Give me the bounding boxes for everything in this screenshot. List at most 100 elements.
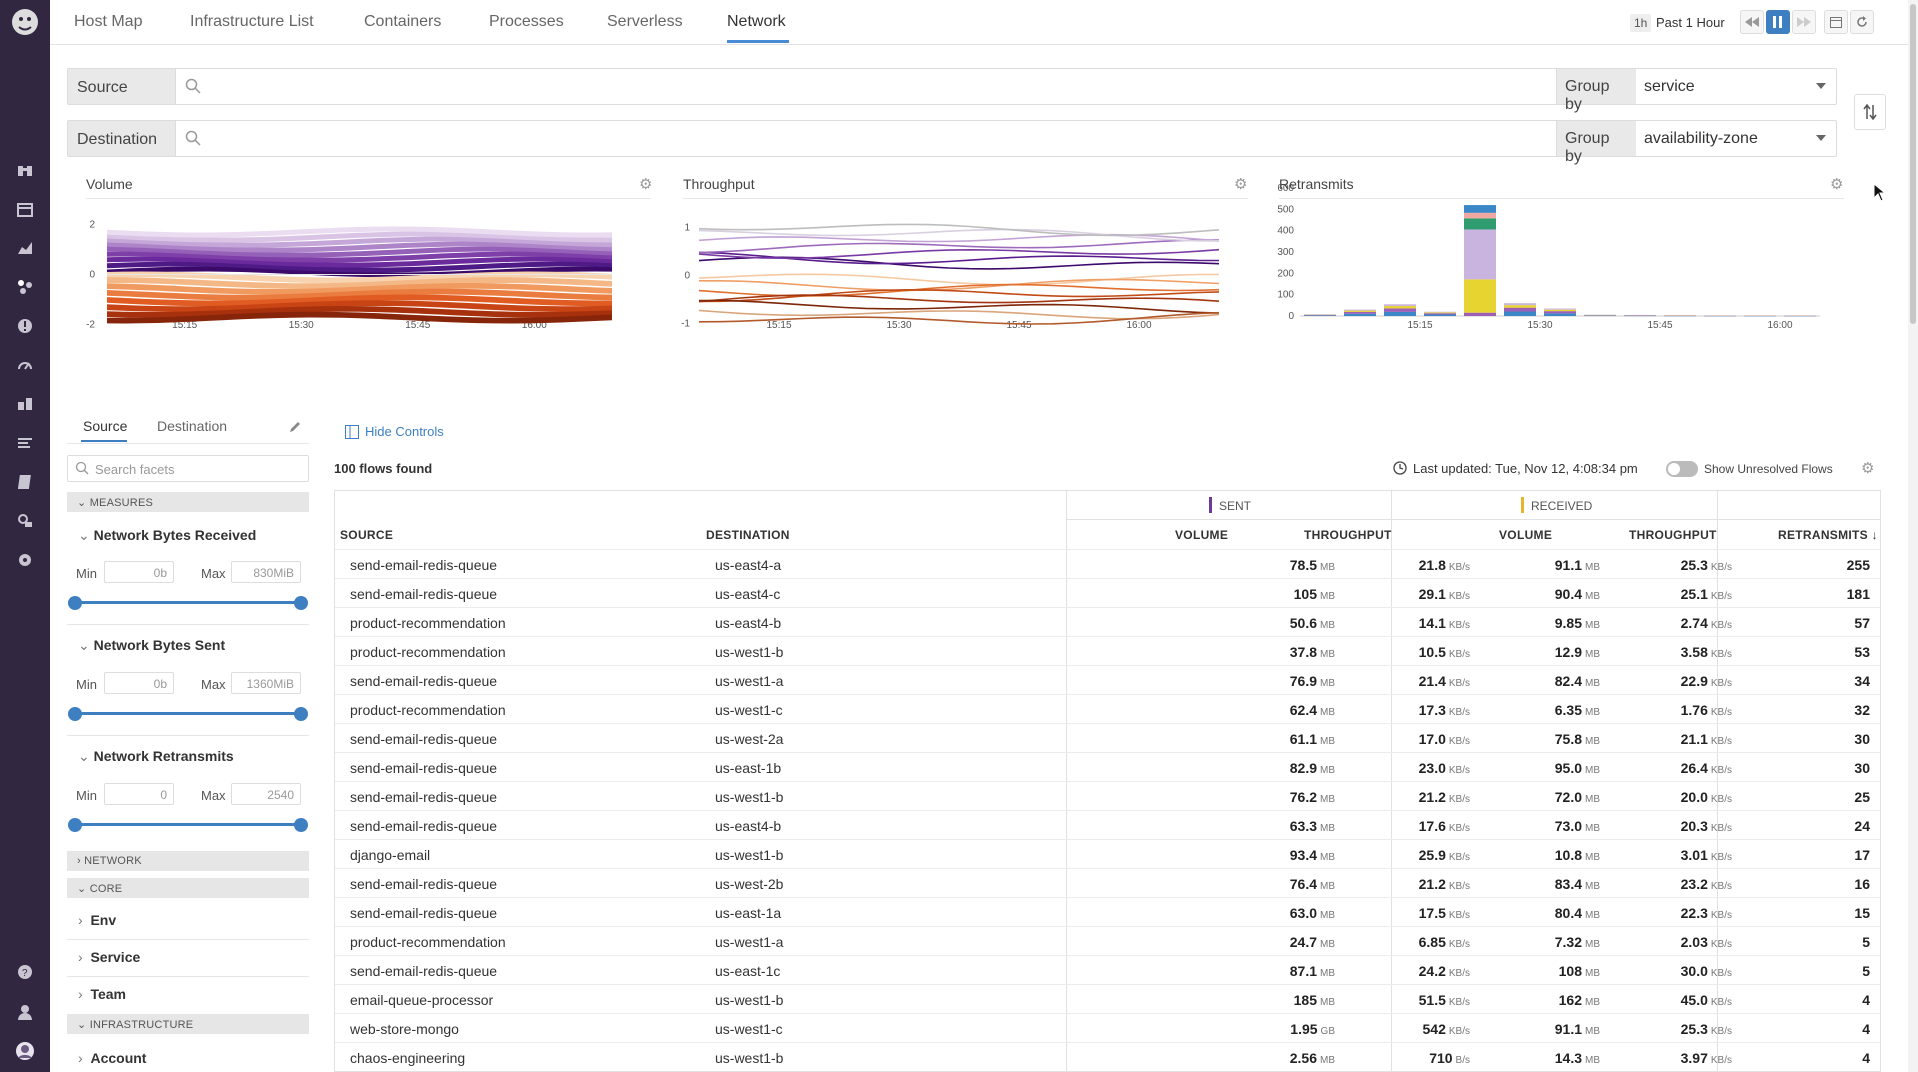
tab-containers[interactable]: Containers: [364, 13, 442, 30]
range-slider-track[interactable]: [75, 712, 301, 715]
binoculars-icon[interactable]: [15, 160, 35, 180]
rewind-button[interactable]: [1740, 10, 1764, 34]
infrastructure-icon[interactable]: [15, 394, 35, 414]
scrollbar-thumb[interactable]: [1910, 4, 1916, 324]
destination-search-input[interactable]: [208, 123, 1548, 153]
table-row[interactable]: send-email-redis-queue us-east4-a 78.5 MB 21…: [335, 549, 1880, 578]
cell-value: 45.0: [1680, 992, 1708, 1008]
range-slider-max-handle[interactable]: [294, 596, 308, 610]
synthetics-icon[interactable]: [15, 511, 35, 531]
team-icon[interactable]: [15, 1002, 35, 1022]
user-avatar-icon[interactable]: [15, 1041, 35, 1061]
table-row[interactable]: send-email-redis-queue us-west1-a 76.9 MB 21…: [335, 665, 1880, 694]
table-row[interactable]: send-email-redis-queue us-east4-c 105 MB 29.…: [335, 578, 1880, 607]
col-header-sent-throughput[interactable]: THROUGHPUT: [1304, 528, 1392, 542]
source-search-input[interactable]: [208, 71, 1548, 101]
help-icon[interactable]: ?: [15, 962, 35, 982]
facet-service[interactable]: › Service: [78, 949, 140, 965]
table-row[interactable]: send-email-redis-queue us-east4-b 63.3 MB 17…: [335, 810, 1880, 839]
range-slider-min-handle[interactable]: [68, 818, 82, 832]
tab-infrastructure-list[interactable]: Infrastructure List: [190, 13, 314, 30]
range-slider-track[interactable]: [75, 823, 301, 826]
pencil-icon[interactable]: [288, 420, 302, 439]
table-row[interactable]: product-recommendation us-west1-c 62.4 MB 17…: [335, 694, 1880, 723]
gear-icon[interactable]: ⚙: [1830, 176, 1844, 193]
col-header-destination[interactable]: DESTINATION: [706, 528, 790, 542]
integrations-icon[interactable]: [15, 277, 35, 297]
gear-icon[interactable]: ⚙: [639, 176, 653, 193]
measures-section-header[interactable]: ⌄ MEASURES: [67, 492, 309, 512]
time-range-label[interactable]: Past 1 Hour: [1656, 15, 1725, 30]
table-row[interactable]: send-email-redis-queue us-west-2b 76.4 MB 21…: [335, 868, 1880, 897]
min-input[interactable]: 0b: [104, 672, 174, 694]
facet-env[interactable]: › Env: [78, 912, 116, 928]
range-slider-min-handle[interactable]: [68, 596, 82, 610]
pause-button[interactable]: [1766, 10, 1790, 34]
col-header-sent-volume[interactable]: VOLUME: [1175, 528, 1229, 542]
gear-icon[interactable]: ⚙: [1234, 176, 1248, 193]
page-scrollbar[interactable]: [1908, 0, 1918, 1072]
source-group-by-select[interactable]: service: [1636, 69, 1836, 104]
max-input[interactable]: 2540: [231, 783, 301, 805]
tab-processes[interactable]: Processes: [489, 13, 564, 30]
refresh-icon[interactable]: [1850, 10, 1874, 34]
calendar-icon[interactable]: [1824, 10, 1848, 34]
tab-host-map[interactable]: Host Map: [74, 13, 143, 30]
infrastructure-section-header[interactable]: ⌄ INFRASTRUCTURE: [67, 1014, 309, 1034]
range-slider-max-handle[interactable]: [294, 707, 308, 721]
table-row[interactable]: web-store-mongo us-west1-c 1.95 GB 542 KB/s 91…: [335, 1013, 1880, 1042]
table-row[interactable]: send-email-redis-queue us-east-1a 63.0 MB 17…: [335, 897, 1880, 926]
col-header-retransmits[interactable]: RETRANSMITS ↓: [1778, 528, 1878, 542]
range-slider-min-handle[interactable]: [68, 707, 82, 721]
min-input[interactable]: 0: [104, 783, 174, 805]
table-row[interactable]: product-recommendation us-west1-b 37.8 MB 10…: [335, 636, 1880, 665]
cell-unit: MB: [1585, 852, 1600, 863]
dashboard-icon[interactable]: [15, 200, 35, 220]
col-header-received-volume[interactable]: VOLUME: [1499, 528, 1553, 542]
notebooks-icon[interactable]: [15, 472, 35, 492]
apm-icon[interactable]: [15, 355, 35, 375]
measure-bytes-sent-header[interactable]: ⌄ Network Bytes Sent: [78, 637, 225, 654]
unresolved-toggle[interactable]: [1666, 461, 1698, 477]
measure-bytes-received-header[interactable]: ⌄ Network Bytes Received: [78, 527, 256, 544]
col-header-received-throughput[interactable]: THROUGHPUT: [1629, 528, 1717, 542]
table-row[interactable]: send-email-redis-queue us-west1-b 76.2 MB 21…: [335, 781, 1880, 810]
hide-controls-button[interactable]: Hide Controls: [345, 424, 444, 439]
table-row[interactable]: email-queue-processor us-west1-b 185 MB 51.5…: [335, 984, 1880, 1013]
tab-source[interactable]: Source: [83, 418, 128, 434]
chevron-down-icon: ⌄: [78, 527, 94, 543]
security-icon[interactable]: [15, 550, 35, 570]
max-input[interactable]: 1360MiB: [231, 672, 301, 694]
tab-network[interactable]: Network: [727, 13, 786, 30]
table-row[interactable]: product-recommendation us-west1-a 24.7 MB 6.…: [335, 926, 1880, 955]
table-row[interactable]: chaos-engineering us-west1-b 2.56 MB 710 B/s 1…: [335, 1042, 1880, 1071]
facet-team[interactable]: › Team: [78, 986, 126, 1002]
measure-retransmits-header[interactable]: ⌄ Network Retransmits: [78, 748, 234, 765]
max-input[interactable]: 830MiB: [231, 561, 301, 583]
logs-icon[interactable]: [15, 433, 35, 453]
network-section-header[interactable]: › NETWORK: [67, 851, 309, 871]
fast-forward-button[interactable]: [1792, 10, 1816, 34]
received-volume-cell: 90.4 MB: [1555, 586, 1600, 602]
tab-serverless[interactable]: Serverless: [607, 13, 683, 30]
metrics-icon[interactable]: [15, 238, 35, 258]
table-row[interactable]: send-email-redis-queue us-east-1c 87.1 MB 24…: [335, 955, 1880, 984]
table-row[interactable]: send-email-redis-queue us-east-1b 82.9 MB 23…: [335, 752, 1880, 781]
table-row[interactable]: product-recommendation us-east4-b 50.6 MB 14…: [335, 607, 1880, 636]
cell-unit: KB/s: [1710, 736, 1732, 747]
table-row[interactable]: django-email us-west1-b 93.4 MB 25.9 KB/s 10.8…: [335, 839, 1880, 868]
col-header-source[interactable]: SOURCE: [340, 528, 394, 542]
min-input[interactable]: 0b: [104, 561, 174, 583]
datadog-logo[interactable]: [9, 6, 41, 38]
table-row[interactable]: send-email-redis-queue us-west-2a 61.1 MB 17…: [335, 723, 1880, 752]
gear-icon[interactable]: ⚙: [1861, 460, 1875, 477]
facet-account[interactable]: › Account: [78, 1050, 146, 1066]
destination-group-by-select[interactable]: availability-zone: [1636, 121, 1836, 156]
monitors-icon[interactable]: [15, 316, 35, 336]
facet-search-input[interactable]: Search facets: [67, 455, 309, 482]
core-section-header[interactable]: ⌄ CORE: [67, 878, 309, 898]
tab-destination[interactable]: Destination: [157, 418, 228, 434]
range-slider-max-handle[interactable]: [294, 818, 308, 832]
range-slider-track[interactable]: [75, 601, 301, 604]
swap-direction-button[interactable]: [1854, 94, 1886, 130]
